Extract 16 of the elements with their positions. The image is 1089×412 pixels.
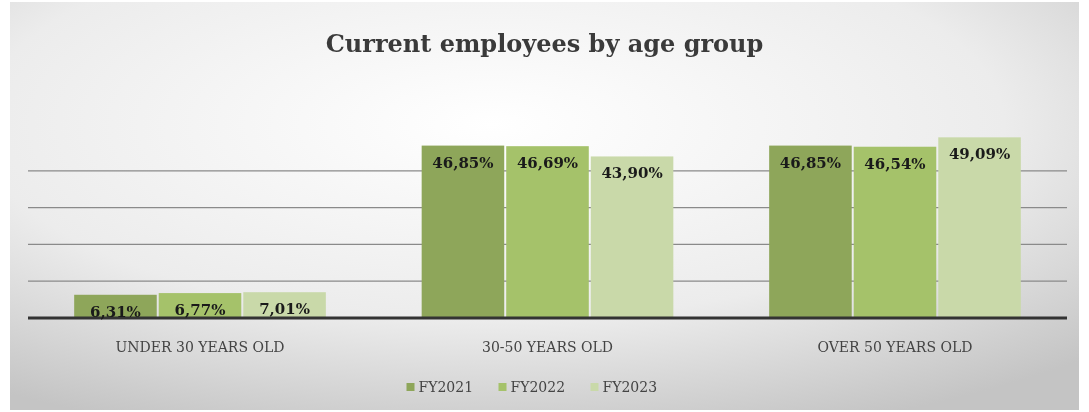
data-label: 6,77%	[174, 301, 226, 320]
data-label: 7,01%	[259, 300, 310, 319]
data-label: 6,31%	[90, 302, 141, 321]
data-label: 46,69%	[516, 154, 579, 173]
x-tick-label: 30-50 YEARS OLD	[482, 339, 613, 355]
legend-label: FY2023	[602, 379, 658, 395]
data-label: 43,90%	[601, 164, 663, 183]
x-tick-label: OVER 50 YEARS OLD	[817, 339, 973, 355]
data-label: 46,85%	[432, 153, 494, 172]
legend-label: FY2021	[418, 379, 474, 395]
data-label: 49,09%	[948, 145, 1011, 164]
data-label: 46,54%	[864, 154, 926, 173]
data-label: 46,85%	[779, 153, 842, 172]
legend-label: FY2022	[510, 379, 566, 395]
chart-title: Current employees by age group	[325, 29, 764, 58]
x-tick-label: UNDER 30 YEARS OLD	[115, 339, 285, 355]
